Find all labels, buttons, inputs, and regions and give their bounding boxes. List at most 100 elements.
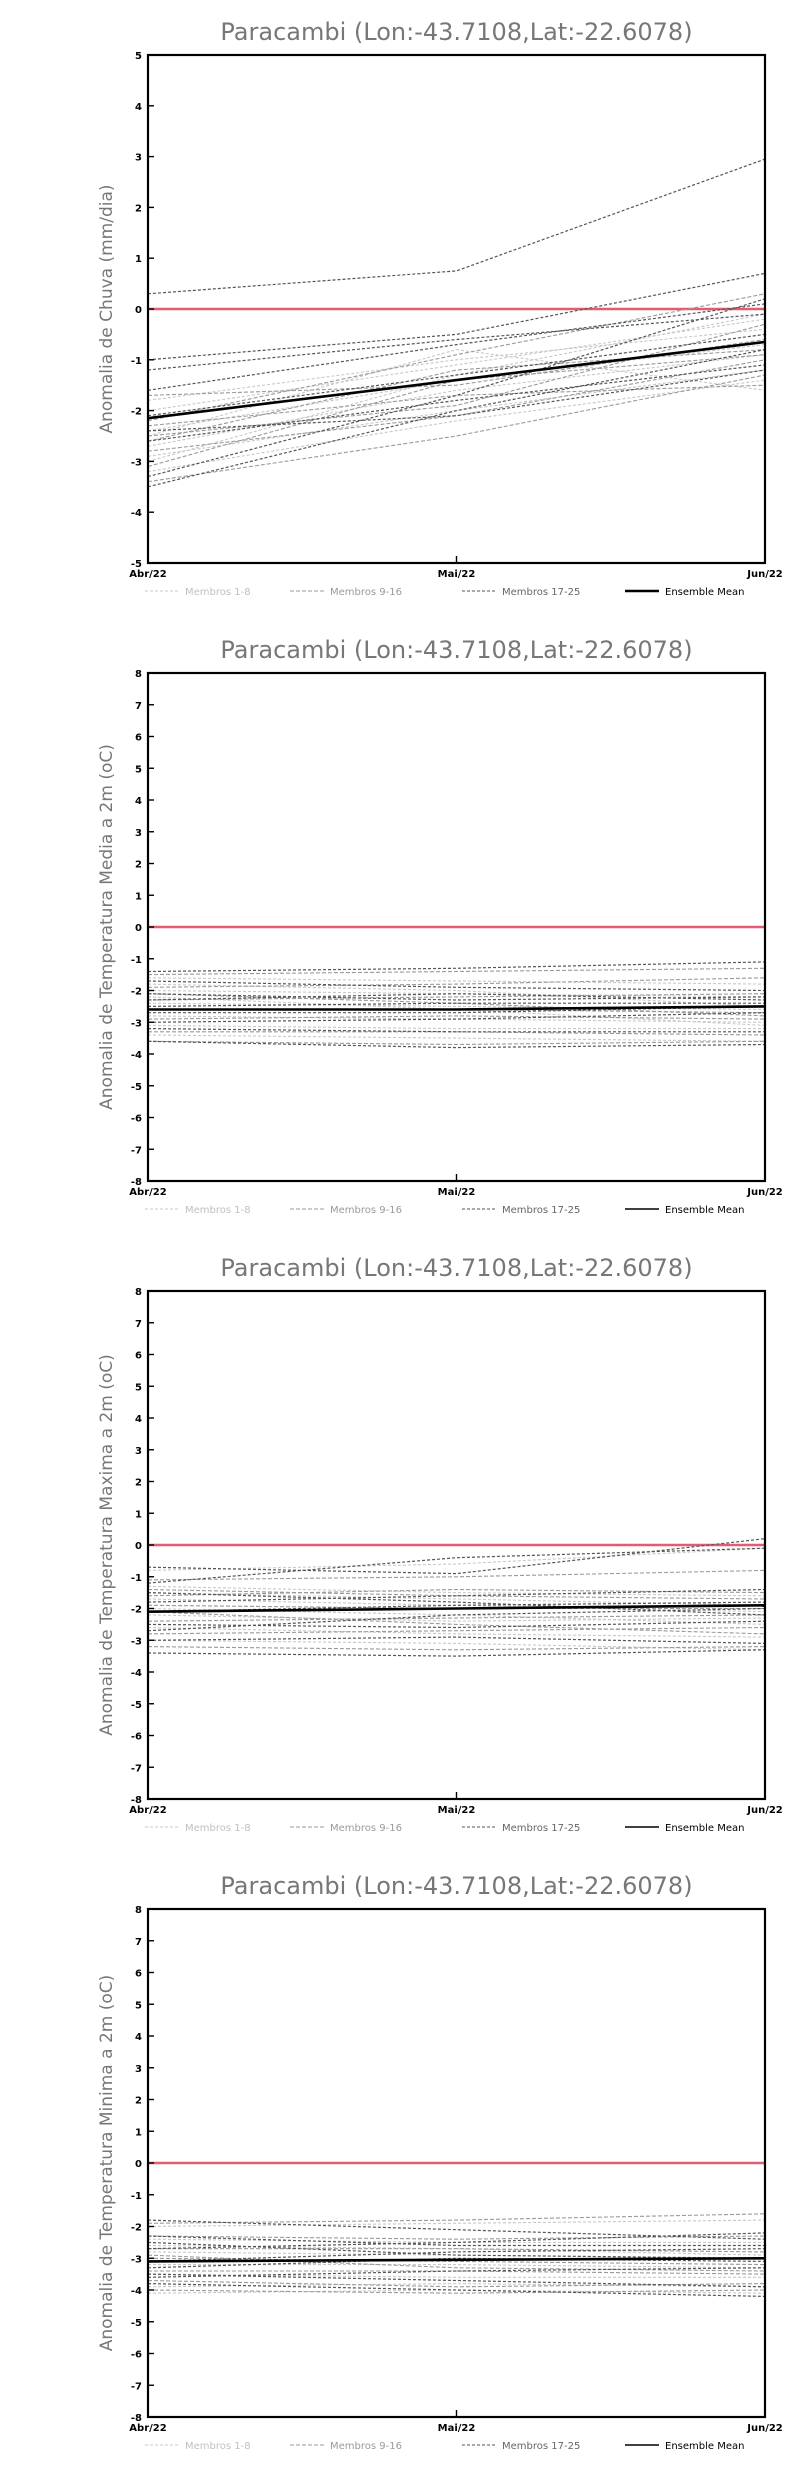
legend-label: Ensemble Mean [665,1205,744,1216]
member-line [147,2219,766,2228]
y-tick-label: 0 [135,305,142,316]
chart-svg: Paracambi (Lon:-43.7108,Lat:-22.6078) Ano… [97,636,783,1216]
y-tick-label: 5 [135,51,142,62]
y-tick-label: 4 [135,796,142,807]
member-line [148,2248,766,2253]
y-tick-label: 4 [135,102,142,113]
y-tick-label: 5 [135,2000,142,2011]
chart-title: Paracambi (Lon:-43.7108,Lat:-22.6078) [220,636,692,664]
member-line [147,328,766,401]
member-line [147,1636,766,1644]
member-line [147,2267,766,2278]
y-tick-label: 4 [135,1414,142,1425]
member-line [147,2251,766,2259]
y-tick-label: -7 [131,1145,142,1156]
chart-svg: Paracambi (Lon:-43.7108,Lat:-22.6078) Ano… [97,1872,783,2452]
ensemble-mean-line [147,340,766,420]
legend-label: Membros 9-16 [330,587,402,598]
y-tick-label: 6 [135,733,142,744]
y-tick-label: -5 [131,1700,142,1711]
member-line [147,989,766,998]
ensemble-mean-line [147,2257,766,2263]
member-line [147,2289,766,2294]
member-line [147,158,766,295]
y-tick-label: -4 [131,1668,142,1679]
member-line [147,318,766,412]
y-tick-label: -6 [131,1732,142,1743]
member-line [147,993,766,1001]
y-tick-label: -2 [131,2223,142,2234]
member-line [147,333,766,417]
x-tick-label: Abr/22 [129,1187,166,1198]
y-tick-label: 1 [135,891,142,902]
y-tick-label: -2 [131,987,142,998]
y-tick-label: 1 [135,1509,142,1520]
member-line [147,1607,766,1632]
y-tick-label: -1 [131,356,142,367]
y-tick-label: 3 [135,153,142,164]
legend-label: Membros 9-16 [330,2441,402,2452]
y-tick-label: -3 [131,1636,142,1647]
chart-panel: Paracambi (Lon:-43.7108,Lat:-22.6078) Ano… [0,618,800,1236]
chart-title: Paracambi (Lon:-43.7108,Lat:-22.6078) [220,18,692,46]
x-tick-label: Jun/22 [746,1805,783,1816]
y-tick-label: -5 [131,2318,142,2329]
legend-label: Ensemble Mean [665,587,744,598]
chart-panel: Paracambi (Lon:-43.7108,Lat:-22.6078) Ano… [0,1236,800,1854]
x-tick-label: Mai/22 [438,1187,476,1198]
member-line [147,1588,766,1597]
member-line [147,2235,765,2247]
y-tick-label: 2 [135,203,142,214]
y-tick-label: -6 [131,1114,142,1125]
y-tick-label: 7 [135,701,142,712]
x-tick-label: Abr/22 [129,569,166,580]
member-line [147,1588,766,1600]
member-line [147,1592,766,1606]
member-line [147,2238,765,2243]
member-line [147,2219,766,2240]
y-axis-label: Anomalia de Temperatura Minima a 2m (oC) [97,1975,117,2352]
member-line [147,967,766,976]
y-tick-label: -1 [131,2191,142,2202]
member-line [147,1547,766,1571]
chart-title: Paracambi (Lon:-43.7108,Lat:-22.6078) [220,1872,692,1900]
y-tick-label: -7 [131,1763,142,1774]
y-tick-label: -1 [131,1573,142,1584]
member-line [147,1626,766,1635]
y-tick-label: 6 [135,1969,142,1980]
legend-label: Membros 17-25 [502,2441,580,2452]
x-tick-label: Jun/22 [746,2423,783,2434]
y-tick-label: -2 [131,1605,142,1616]
member-line [147,349,766,442]
y-tick-label: 7 [135,1937,142,1948]
member-line [147,1598,766,1613]
legend-label: Membros 17-25 [502,1205,580,1216]
member-line [147,2241,766,2259]
y-tick-label: -8 [131,1177,142,1188]
y-tick-label: -4 [131,508,142,519]
y-tick-label: 8 [135,669,142,680]
member-line [147,1646,766,1651]
member-line [147,379,766,473]
x-tick-label: Abr/22 [129,2423,166,2434]
legend-label: Ensemble Mean [665,1823,744,1834]
member-line [147,1012,766,1023]
member-line [147,2235,766,2240]
member-line [147,303,766,391]
y-tick-label: 0 [135,2159,142,2170]
member-line [147,1040,766,1049]
legend-label: Ensemble Mean [665,2441,744,2452]
member-line [147,2257,766,2269]
y-tick-label: -3 [131,1018,142,1029]
member-line [147,977,766,988]
y-tick-label: 0 [135,1541,142,1552]
member-line [147,1040,766,1046]
y-tick-label: -1 [131,955,142,966]
member-line [147,354,766,447]
x-tick-label: Mai/22 [438,1805,476,1816]
y-tick-label: -8 [131,1795,142,1806]
member-line [147,2279,766,2288]
member-line [147,961,766,973]
member-line [147,993,766,1001]
y-tick-label: -3 [131,2254,142,2265]
